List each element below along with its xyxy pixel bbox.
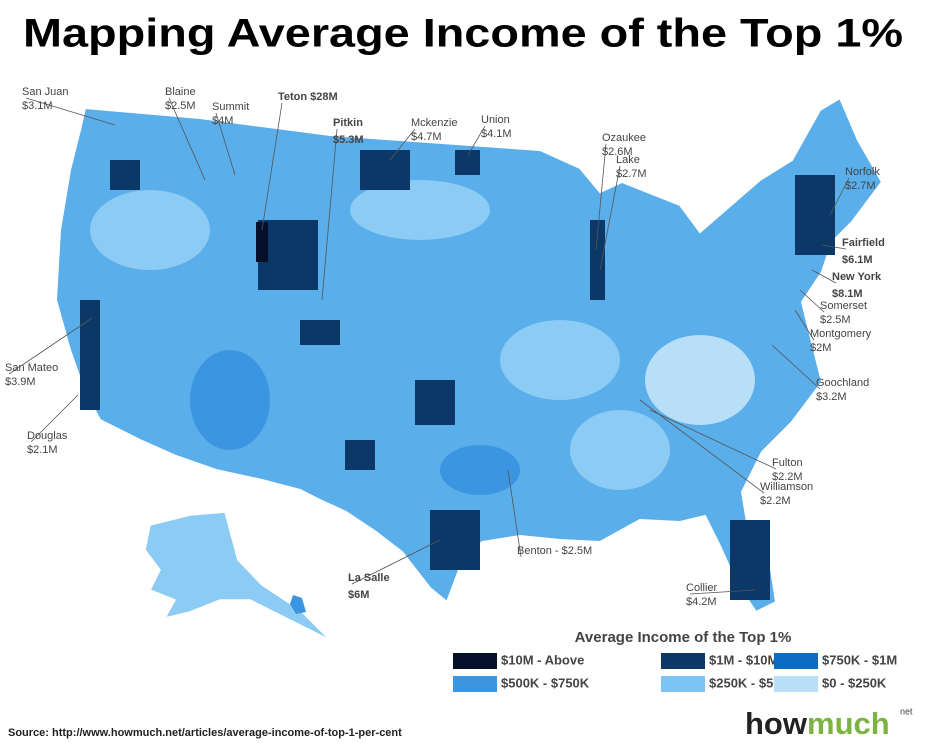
leader-line (799, 289, 825, 313)
annotation-label: $4.2M (686, 596, 717, 608)
leader-line (261, 102, 283, 231)
annotation-label: $2.7M (845, 180, 876, 192)
annotation-label: $4.1M (481, 128, 512, 140)
leader-line (321, 128, 338, 301)
annotation-label: Fairfield (842, 237, 885, 249)
logo: howmuch (745, 706, 890, 741)
leader-line (649, 409, 777, 470)
leader-line (467, 125, 486, 156)
legend-label: $500K - $750K (501, 675, 590, 690)
annotation-label: Williamson (760, 481, 813, 493)
legend-label: $1M - $10M (709, 652, 778, 667)
legend-swatch (453, 653, 497, 669)
annotation-label: Goochland (816, 377, 869, 389)
annotation-label: $2.6M (602, 146, 633, 158)
annotation-label: Union (481, 114, 510, 126)
annotation-label: Mckenzie (411, 117, 457, 129)
annotation-label: San Mateo (5, 362, 58, 374)
title: Mapping Average Income of the Top 1% (23, 12, 903, 56)
legend-swatch (774, 676, 818, 692)
legend-swatch (453, 676, 497, 692)
annotation-label: $3.2M (816, 391, 847, 403)
annotation-label: $3.1M (22, 100, 53, 112)
legend: Average Income of the Top 1% $10M - Abov… (445, 620, 921, 708)
annotation-label: Ozaukee (602, 132, 646, 144)
legend-swatch (774, 653, 818, 669)
annotation-label: $2.5M (820, 314, 851, 326)
alaska (144, 511, 331, 641)
annotation-label: Fulton (772, 457, 803, 469)
annotation-label: San Juan (22, 86, 68, 98)
leader-line (689, 589, 756, 595)
annotation-label: Norfolk (845, 166, 880, 178)
map (54, 96, 884, 641)
leader-line (829, 177, 850, 216)
map-dark-counties (80, 150, 835, 600)
annotation-label: $3.9M (5, 376, 36, 388)
annotation-label: $2.2M (772, 471, 803, 483)
leader-line (351, 539, 441, 585)
annotation-label: Montgomery (810, 328, 872, 340)
annotation-label: $4M (212, 115, 233, 127)
annotation-label: $2.1M (27, 444, 58, 456)
annotations: San Juan $3.1M Blaine $2.5M Summit $4M Teton $… (5, 86, 885, 608)
leader-line (507, 469, 522, 558)
annotation-label: Blaine (165, 86, 196, 98)
annotation-label: $2.2M (760, 495, 791, 507)
annotation-label: La Salle (348, 572, 390, 584)
annotation-label: $4.7M (411, 131, 442, 143)
legend-label: $10M - Above (501, 652, 584, 667)
annotation-label: $5.3M (333, 134, 364, 146)
legend-swatch (661, 653, 705, 669)
leader-line (30, 394, 79, 443)
leader-line (215, 112, 236, 176)
leader-line (811, 269, 837, 284)
logo-first: how (745, 706, 808, 741)
teton-county (256, 222, 268, 262)
annotation-label: Benton - $2.5M (517, 545, 592, 557)
logo-suffix: net (900, 706, 913, 716)
hawaii (290, 595, 306, 614)
annotation-label: Somerset (820, 300, 867, 312)
leader-line (771, 344, 821, 390)
legend-title: Average Income of the Top 1% (575, 629, 792, 646)
legend-label: $0 - $250K (822, 675, 887, 690)
annotation-label: Pitkin (333, 117, 363, 129)
annotation-label: Douglas (27, 430, 68, 442)
leader-line (821, 244, 847, 250)
annotation-label: Collier (686, 582, 718, 594)
leader-line (389, 128, 416, 161)
source: Source: http://www.howmuch.net/articles/… (8, 727, 402, 739)
leader-line (25, 97, 116, 126)
leader-line (168, 97, 206, 181)
map-texture (90, 180, 755, 495)
annotation-label: $6.1M (842, 254, 873, 266)
annotation-label: New York (832, 271, 882, 283)
annotation-label: Summit (212, 101, 249, 113)
leader-line (599, 165, 621, 271)
legend-swatch (661, 676, 705, 692)
leader-line (595, 143, 607, 251)
annotation-label: $6M (348, 589, 369, 601)
legend-items: $10M - Above $1M - $10M $750K - $1M $500K -… (453, 652, 897, 692)
leader-line (639, 399, 765, 494)
legend-label: $750K - $1M (822, 652, 897, 667)
annotation-label: Lake (616, 154, 640, 166)
leader-line (794, 309, 815, 341)
leader-line (8, 317, 93, 375)
annotation-label: $8.1M (832, 288, 863, 300)
annotation-label: $2M (810, 342, 831, 354)
annotation-label: $2.5M (165, 100, 196, 112)
logo-second: much (807, 706, 890, 741)
annotation-label: Teton $28M (278, 91, 338, 103)
annotation-label: $2.7M (616, 168, 647, 180)
